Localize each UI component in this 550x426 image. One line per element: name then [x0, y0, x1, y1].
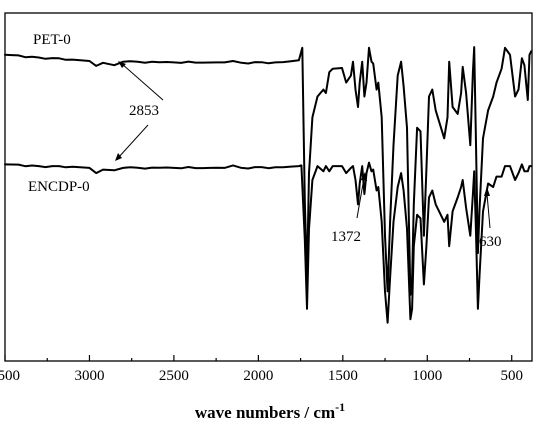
series-label-pet-0: PET-0 — [33, 32, 71, 48]
x-axis-ticks — [4, 355, 513, 361]
arrowhead-2853-encdp — [115, 153, 122, 161]
x-tick-label-2000: 2000 — [243, 368, 273, 384]
x-axis-title-superscript: -1 — [335, 400, 345, 414]
annotation-arrow-2853-encdp — [117, 124, 149, 159]
arrowhead-630 — [484, 187, 490, 196]
series-line-encdp-0 — [4, 161, 533, 324]
series-label-encdp-0: ENCDP-0 — [28, 179, 90, 195]
x-tick-label-1000: 1000 — [412, 368, 442, 384]
x-tick-label-1500: 1500 — [328, 368, 358, 384]
arrowhead-1372 — [361, 172, 367, 181]
annotation-label-1372: 1372 — [331, 229, 361, 245]
x-tick-label-3500: 3500 — [0, 368, 20, 384]
arrowhead-2853-pet — [118, 61, 126, 68]
annotation-label-630: 630 — [479, 234, 502, 250]
x-axis-title-text: wave numbers / cm — [195, 403, 335, 422]
annotation-arrow-1372 — [356, 177, 365, 219]
annotation-arrow-2853-pet — [121, 63, 164, 101]
series-line-pet-0 — [4, 46, 533, 296]
x-tick-label-500: 500 — [500, 368, 523, 384]
plot-frame — [4, 12, 533, 362]
annotation-arrow-630 — [486, 193, 491, 229]
x-tick-label-3000: 3000 — [74, 368, 104, 384]
x-axis-tick-labels: 3500 3000 2500 2000 1500 1000 500 — [0, 368, 523, 384]
x-axis-title: wave numbers / cm-1 — [195, 400, 345, 422]
x-tick-label-2500: 2500 — [159, 368, 189, 384]
annotation-label-2853: 2853 — [129, 103, 159, 119]
